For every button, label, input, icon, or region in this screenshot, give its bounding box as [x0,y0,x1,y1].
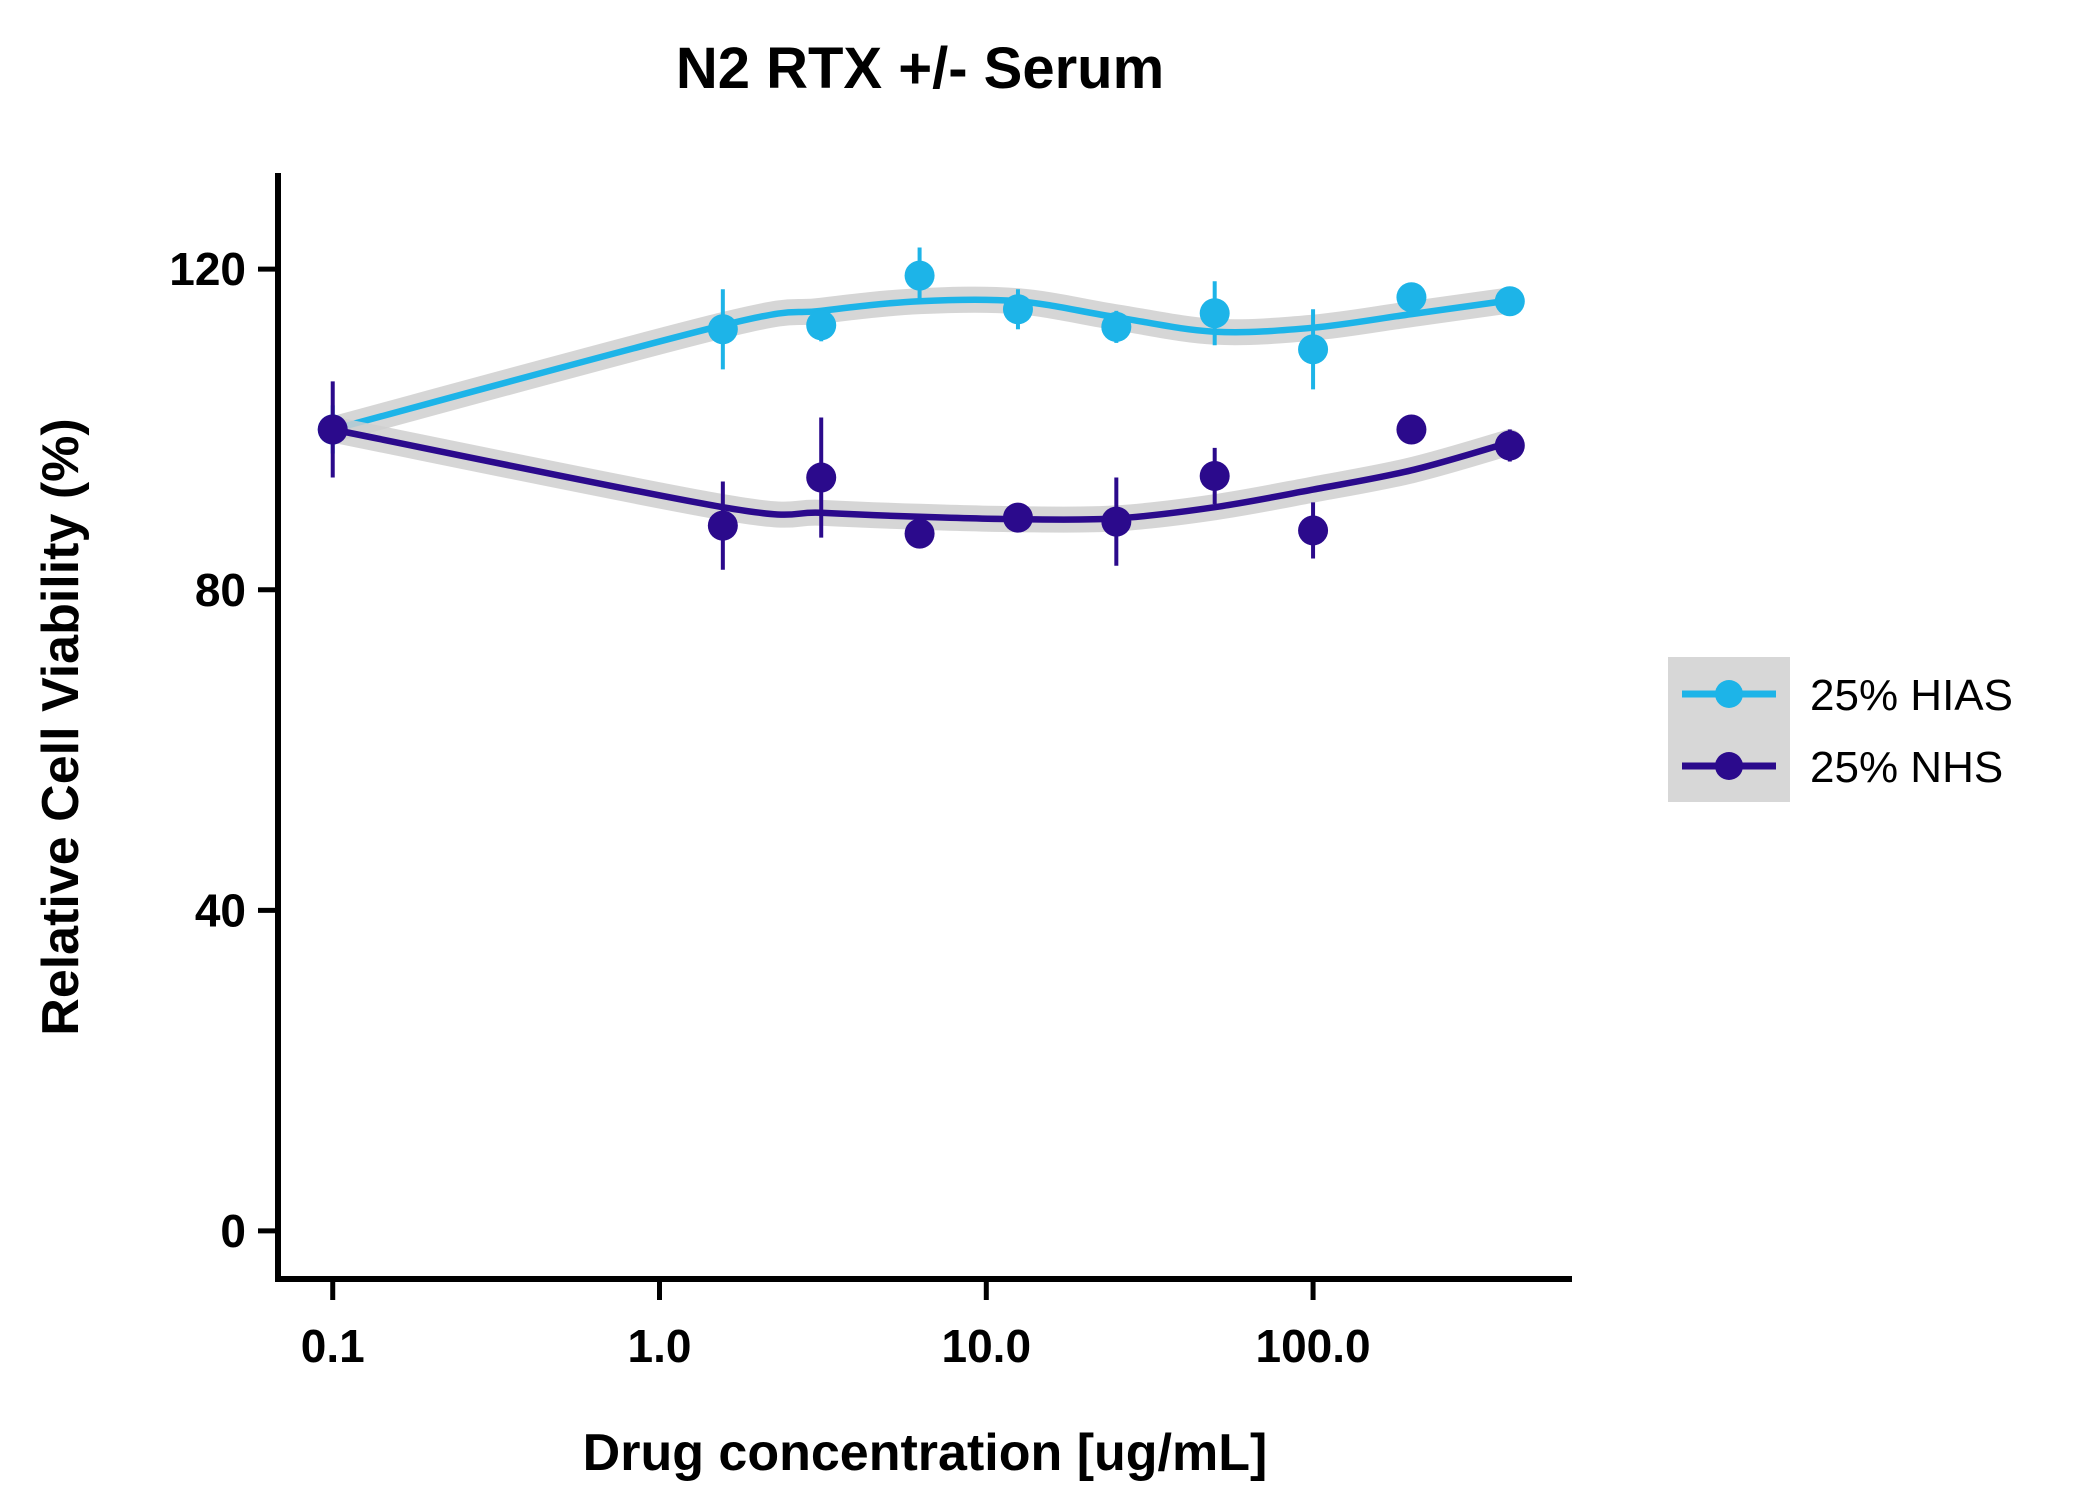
legend-label-hias: 25% HIAS [1810,671,2013,720]
series-0-data-point [1494,286,1525,317]
plot-area [317,247,1525,570]
series-1-data-point [806,462,837,493]
legend-marker-nhs [1715,752,1743,780]
x-tick-label: 0.1 [301,1320,365,1372]
x-tick-label: 1.0 [628,1320,692,1372]
series-0-data-point [904,260,935,291]
axes: 0 40 80 120 0.1 1.0 10.0 100.0 [169,173,1572,1372]
legend-marker-hias [1715,680,1743,708]
y-tick-label: 80 [195,564,246,616]
y-tick-label: 120 [169,243,246,295]
series-1-data-point [1396,414,1427,445]
series-0-confidence-band [319,286,1523,443]
series-1-data-point [317,414,348,445]
legend: 25% HIAS 25% NHS [1668,657,2013,802]
series-1-data-point [707,510,738,541]
series-0-data-point [707,314,738,345]
series-0-data-point [1101,311,1132,342]
series-1-data-point [1494,430,1525,461]
chart-title: N2 RTX +/- Serum [676,36,1164,101]
legend-background [1668,657,1790,802]
legend-label-nhs: 25% NHS [1810,743,2003,792]
series-1-data-point [1101,506,1132,537]
y-axis-label: Relative Cell Viability (%) [32,418,90,1035]
x-tick-label: 100.0 [1256,1320,1371,1372]
series-1-data-point [1298,515,1329,546]
y-tick-label: 0 [220,1205,246,1257]
x-tick-label: 10.0 [942,1320,1032,1372]
y-tick-label: 40 [195,884,246,936]
series-0-data-point [1199,298,1230,329]
series-1-data-point [904,518,935,549]
x-axis-label: Drug concentration [ug/mL] [583,1424,1268,1482]
series-1-data-point [1002,502,1033,533]
series-1-data-point [1199,460,1230,491]
series-0-data-point [1002,294,1033,325]
series-0-data-point [806,310,837,341]
series-1-confidence-band [319,416,1523,533]
series-0-data-point [1298,334,1329,365]
series-0-data-point [1396,282,1427,313]
